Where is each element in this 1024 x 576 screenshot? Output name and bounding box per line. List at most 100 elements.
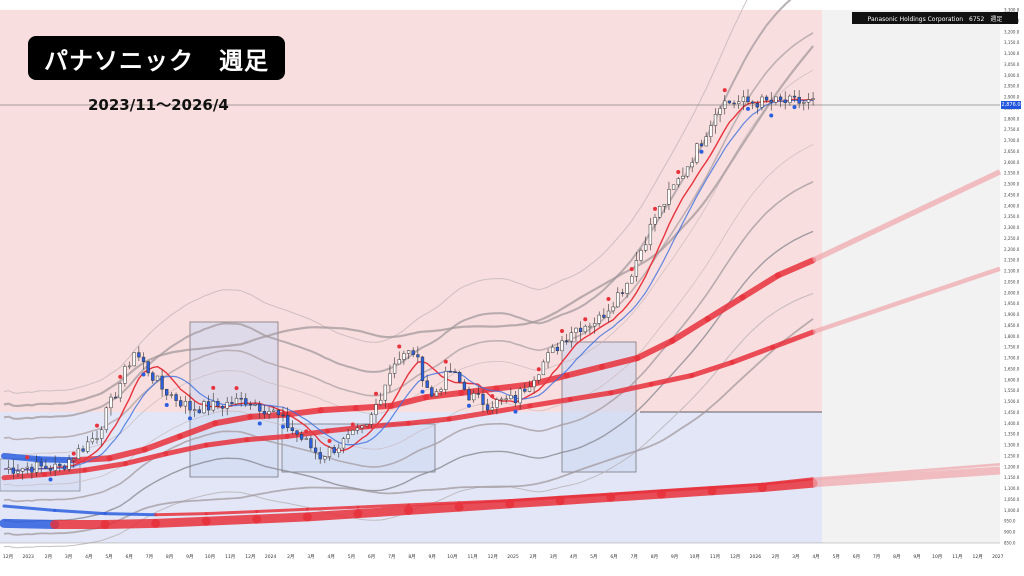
y-tick-label: 2,450.0 <box>1004 192 1020 197</box>
candle-body <box>472 393 476 401</box>
signal-dot <box>490 394 495 399</box>
candle-body <box>127 365 132 368</box>
candle-body <box>290 427 294 431</box>
candle-body <box>778 96 783 101</box>
x-tick-label: 12月 <box>3 554 13 560</box>
x-tick-label: 4月 <box>328 554 335 560</box>
candle-body <box>365 424 369 427</box>
signal-dot <box>467 403 471 408</box>
x-tick-label: 9月 <box>186 554 193 560</box>
candle-body <box>16 471 20 474</box>
ma-line-3-seg-11 <box>505 496 565 509</box>
candle-body <box>406 350 411 354</box>
candle-body <box>100 429 104 439</box>
ma-line-1-seg-10 <box>365 420 412 430</box>
candle-body <box>671 184 676 190</box>
signal-dot <box>583 317 588 322</box>
candle-body <box>141 356 146 362</box>
candle-body <box>360 425 364 429</box>
ma-line-0-seg-17 <box>563 363 605 379</box>
band-line-3 <box>3 0 748 394</box>
candle-body <box>48 468 53 471</box>
x-tick-label: 6月 <box>853 554 860 560</box>
x-tick-label: 8月 <box>651 554 658 560</box>
signal-dot <box>25 455 30 460</box>
candle-body <box>174 394 178 401</box>
signal-dot <box>397 344 402 349</box>
candle-body <box>211 401 215 411</box>
x-tick-label: 4月 <box>570 554 577 560</box>
candle-body <box>220 406 225 409</box>
candle-body <box>332 447 336 453</box>
ma-line-1-seg-8 <box>284 428 331 439</box>
candle-body <box>197 409 201 414</box>
candle-body <box>132 352 136 367</box>
ma-line-0-seg-11 <box>352 402 394 412</box>
ma-line-0-seg-15 <box>493 381 535 392</box>
candle-body <box>737 101 741 105</box>
candle-body <box>588 325 592 328</box>
x-tick-label: 3月 <box>792 554 799 560</box>
candle-body <box>34 461 39 473</box>
x-tick-label: 7月 <box>873 554 880 560</box>
candle-body <box>53 463 57 471</box>
signal-dot <box>606 297 611 301</box>
x-tick-label: 2026 <box>750 554 762 560</box>
y-tick-label: 1,350.0 <box>1004 432 1020 437</box>
candle-body <box>625 282 629 294</box>
candle-body <box>811 98 815 100</box>
x-tick-label: 8月 <box>166 554 173 560</box>
y-tick-label: 1,650.0 <box>1004 367 1020 372</box>
symbol-header: Panasonic Holdings Corporation 6752 週足 <box>852 12 1018 24</box>
candle-body <box>179 400 183 407</box>
ma-line-3-seg-15 <box>707 483 767 496</box>
candle-body <box>532 379 536 388</box>
candle-body <box>118 383 122 399</box>
y-tick-label: 900.0 <box>1004 530 1016 535</box>
y-tick-label: 2,000.0 <box>1004 290 1020 295</box>
y-tick-label: 1,050.0 <box>1004 497 1020 502</box>
ma-line-0-seg-23 <box>774 257 817 279</box>
x-tick-label: 11月 <box>710 554 720 560</box>
y-tick-label: 2,100.0 <box>1004 269 1020 274</box>
candle-body <box>262 411 267 415</box>
band-line-5 <box>3 181 814 503</box>
band-line-1 <box>3 32 814 441</box>
ma-line-2-seg-8 <box>356 503 411 509</box>
y-tick-label: 1,600.0 <box>1004 377 1020 382</box>
candle-body <box>109 396 113 409</box>
candle-body <box>788 95 792 103</box>
x-tick-label: 6月 <box>610 554 617 560</box>
signal-dot <box>281 424 285 429</box>
x-tick-label: 10月 <box>932 554 942 560</box>
ma-line-0-seg-10 <box>317 405 359 414</box>
candle-body <box>146 361 150 374</box>
candle-body <box>286 414 290 429</box>
candle-body <box>634 260 639 277</box>
y-tick-label: 2,900.0 <box>1004 95 1020 100</box>
ma-line-0-seg-8 <box>247 411 289 420</box>
candle-body <box>551 346 555 353</box>
candle-body <box>490 407 494 411</box>
x-tick-label: 6月 <box>368 554 375 560</box>
candle-body <box>453 371 457 373</box>
candle-body <box>797 96 801 104</box>
candle-body <box>123 366 127 384</box>
signal-dot <box>164 403 169 407</box>
ma-line-1-seg-11 <box>406 416 452 426</box>
y-tick-label: 2,700.0 <box>1004 138 1020 143</box>
candle-body <box>504 398 508 401</box>
signal-dot <box>350 422 355 427</box>
candle-body <box>611 306 615 312</box>
ma-line-1-seg-20 <box>770 329 816 350</box>
signal-dot <box>327 439 332 443</box>
candle-body <box>248 403 253 406</box>
ma-line-0-seg-20 <box>669 315 711 344</box>
candle-body <box>137 352 141 358</box>
ma-line-2-seg-4 <box>154 512 208 517</box>
ma-line-3-seg-13 <box>606 489 666 502</box>
y-tick-label: 1,850.0 <box>1004 323 1020 328</box>
ma-line-3-seg-12 <box>555 492 616 506</box>
candle-body <box>458 372 462 383</box>
candle-body <box>202 401 206 414</box>
